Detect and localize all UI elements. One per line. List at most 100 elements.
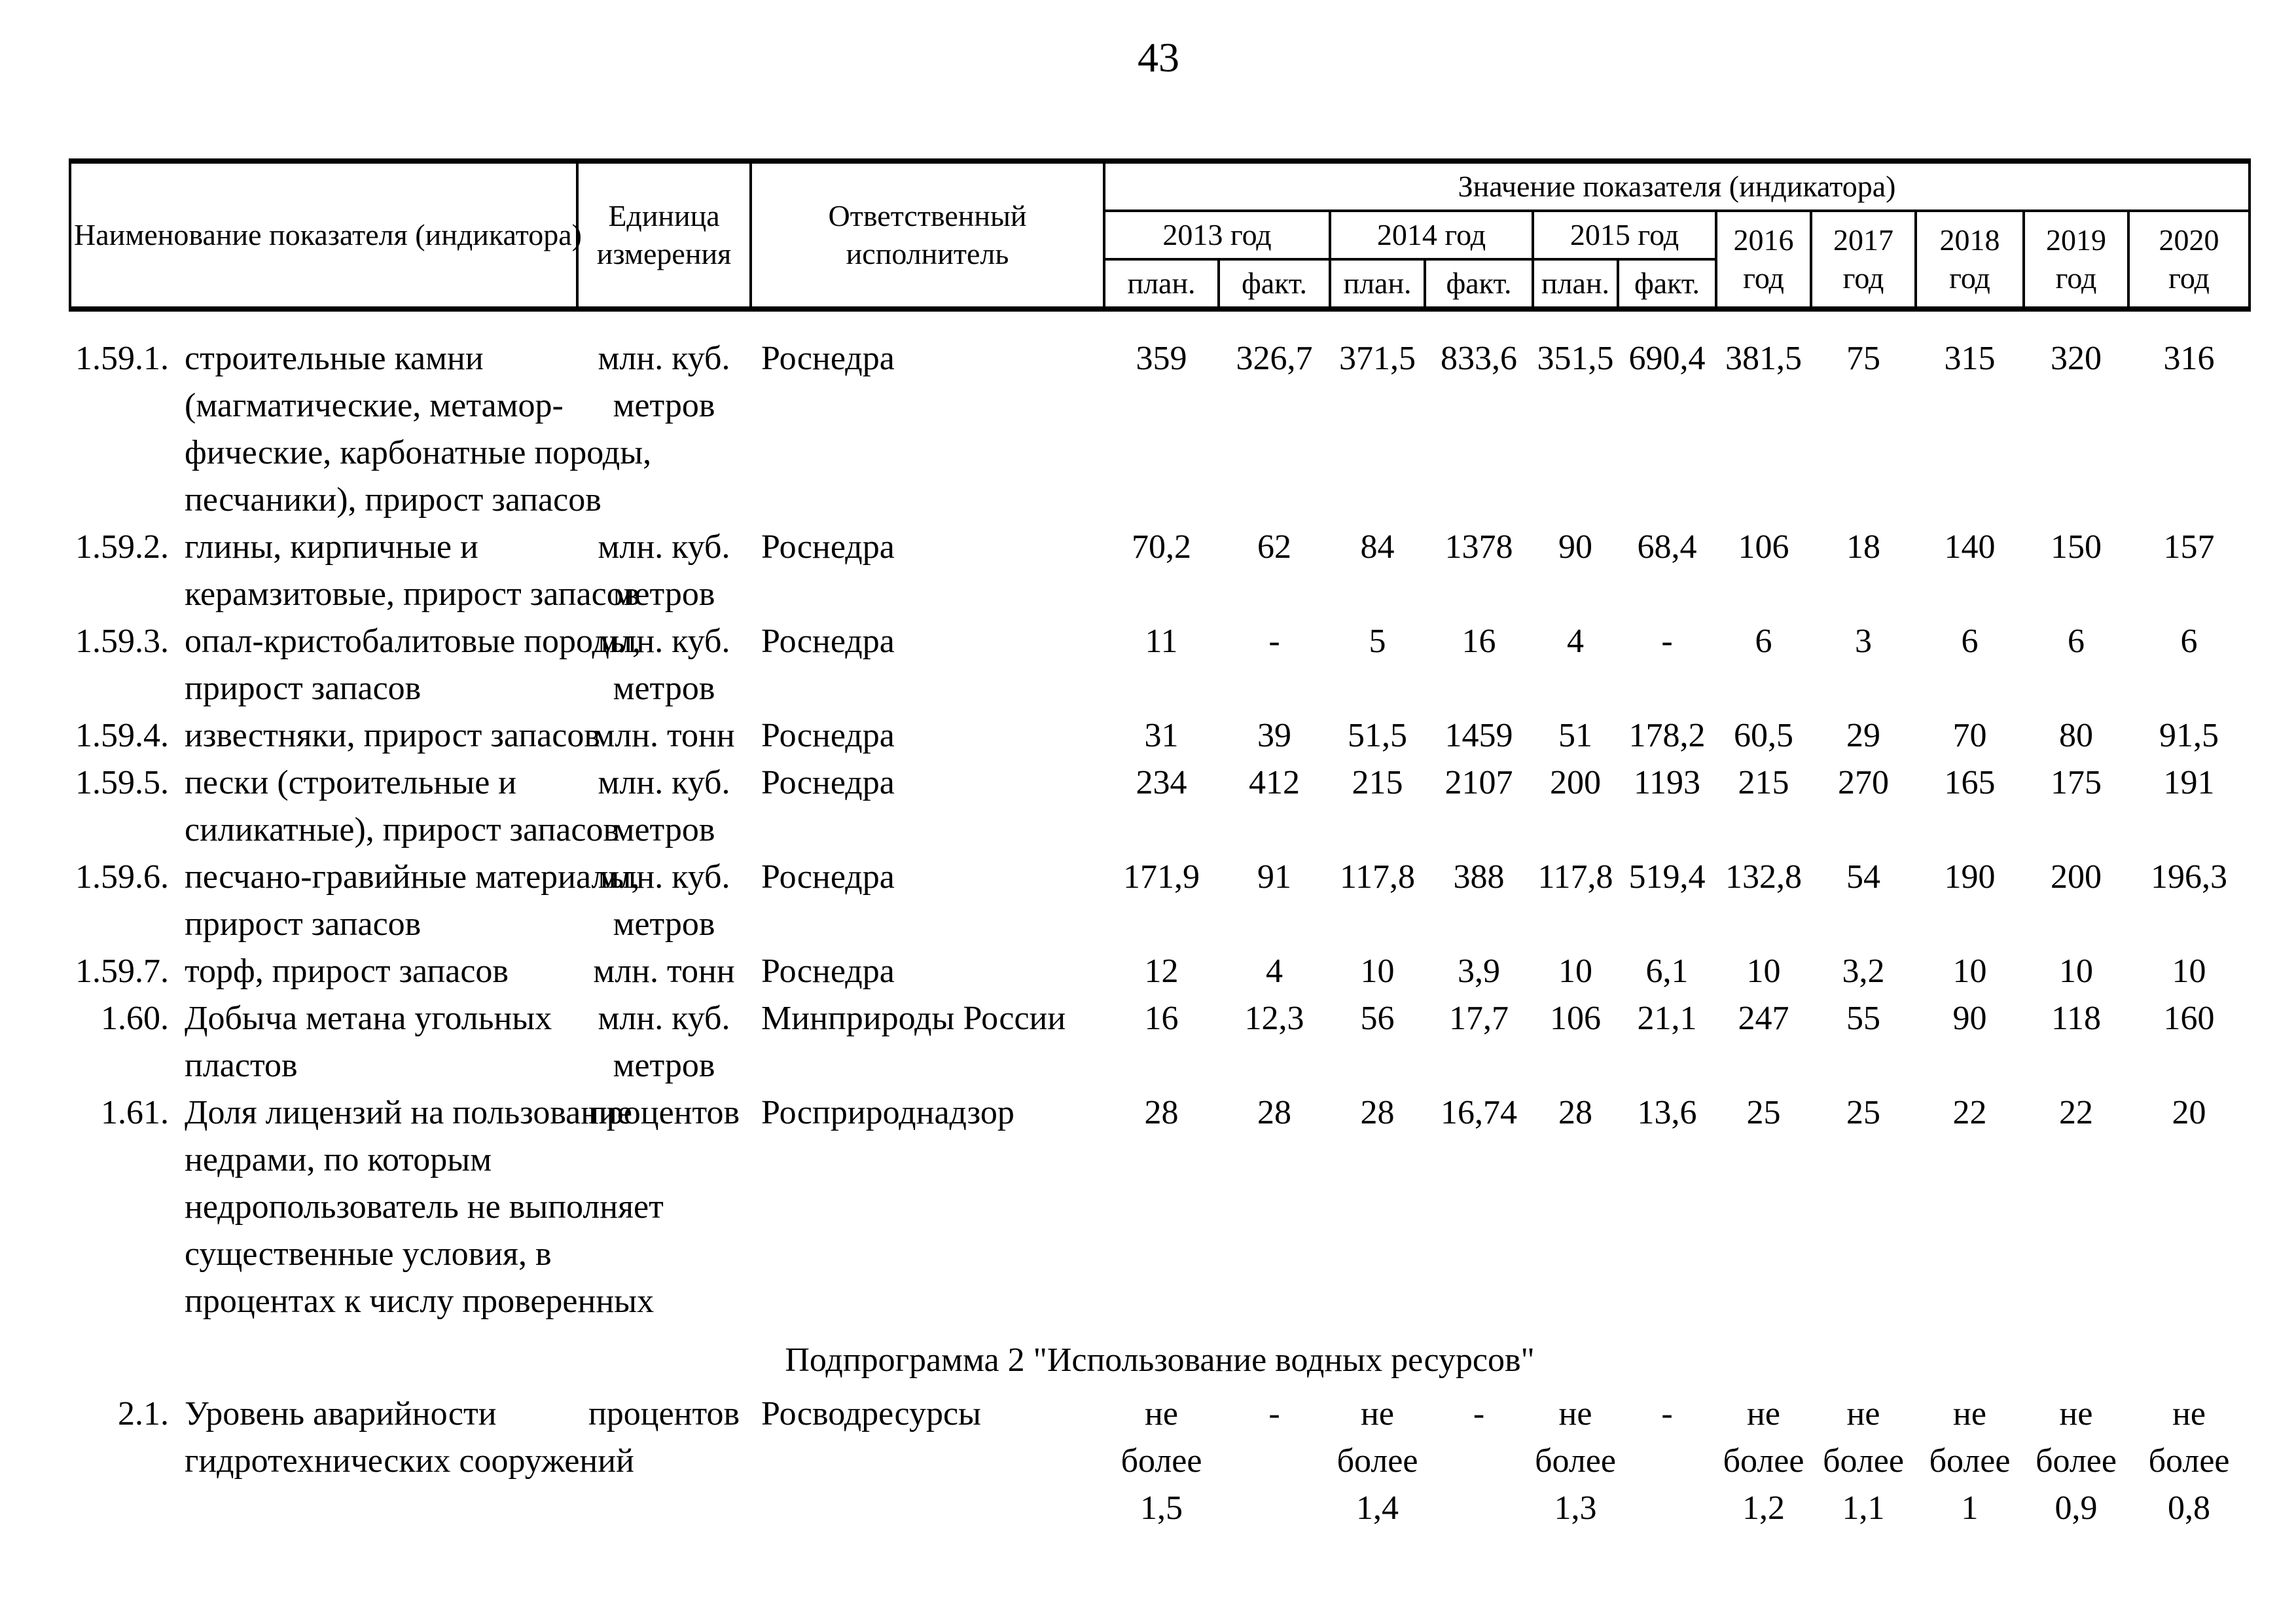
value-cell: 28 (1144, 1094, 1179, 1131)
value-cell: 351,5 (1537, 340, 1614, 377)
value-cell: 20 (2172, 1094, 2206, 1131)
table-row-1-59-4: 1.59.4. известняки, прирост запасов млн.… (70, 712, 2250, 759)
value-cell: 28 (1558, 1094, 1593, 1131)
value-cell: 10 (1952, 953, 1987, 990)
unit-cell: млн. тонн (593, 717, 735, 754)
plan-header-2014: план. (1329, 258, 1427, 312)
value-cell: 16 (1462, 623, 1496, 660)
indicator-name: опал-кристобалитовые породы, прирост зап… (185, 623, 641, 707)
indicator-name: Добыча метана угольных пластов (185, 1000, 552, 1084)
column-header-values-group: Значение показателя (индикатора) (1103, 158, 2251, 212)
value-cell: не более 1,5 (1121, 1395, 1202, 1527)
value-cell: 10 (2059, 953, 2094, 990)
fact-header-2015: факт. (1617, 258, 1718, 312)
unit-cell: млн. куб. метров (598, 764, 730, 848)
value-cell: не более 0,8 (2148, 1395, 2230, 1527)
plan-header-2015: план. (1532, 258, 1620, 312)
value-cell: 51,5 (1348, 717, 1408, 754)
column-header-executor: Ответственный исполнитель (749, 158, 1106, 312)
section-header: Подпрограмма 2 "Использование водных рес… (785, 1341, 1535, 1379)
year-header-2019: 2019 год (2022, 210, 2130, 312)
value-cell: 54 (1846, 858, 1881, 896)
indicator-name: пески (строительные и силикатные), приро… (185, 764, 620, 848)
row-number: 2.1. (118, 1395, 169, 1432)
column-header-unit: Единица измерения (576, 158, 753, 312)
value-cell: 106 (1738, 528, 1789, 566)
unit-cell: млн. куб. метров (598, 1000, 730, 1084)
value-cell: не более 0,9 (2036, 1395, 2117, 1527)
value-cell: 18 (1846, 528, 1881, 566)
year-header-2020: 2020 год (2127, 210, 2251, 312)
table-row-1-59-3: 1.59.3. опал-кристобалитовые породы, при… (70, 618, 2250, 712)
row-number: 1.59.6. (75, 858, 169, 896)
value-cell: 51 (1558, 717, 1593, 754)
indicator-name: Доля лицензий на пользование недрами, по… (185, 1094, 664, 1320)
table-row-1-59-5: 1.59.5. пески (строительные и силикатные… (70, 759, 2250, 854)
value-cell: 22 (2059, 1094, 2094, 1131)
value-cell: 16,74 (1441, 1094, 1518, 1131)
value-cell: 215 (1352, 764, 1403, 801)
value-cell: 117,8 (1339, 858, 1416, 896)
column-header-indicator-name: Наименование показателя (индикатора) (68, 158, 582, 312)
table-row-1-59-2: 1.59.2. глины, кирпичные и керамзитовые,… (70, 524, 2250, 618)
value-cell: 519,4 (1628, 858, 1706, 896)
value-cell: не более 1,1 (1823, 1395, 1904, 1527)
value-cell: 106 (1550, 1000, 1602, 1037)
value-cell: 196,3 (2151, 858, 2228, 896)
value-cell: 140 (1944, 528, 1996, 566)
value-cell: не более 1,4 (1336, 1395, 1418, 1527)
executor-cell: Росприроднадзор (761, 1094, 1014, 1131)
value-cell: 1378 (1444, 528, 1513, 566)
value-cell: 1193 (1633, 764, 1701, 801)
value-cell: 690,4 (1628, 340, 1706, 377)
value-cell: не более 1,2 (1723, 1395, 1804, 1527)
indicator-name: торф, прирост запасов (185, 953, 509, 990)
value-cell: 75 (1846, 340, 1881, 377)
table-row-1-59-1: 1.59.1. строительные камни (магматически… (70, 309, 2250, 524)
value-cell: 165 (1944, 764, 1996, 801)
value-cell: 55 (1846, 1000, 1881, 1037)
value-cell: - (1661, 623, 1673, 660)
row-number: 1.59.3. (75, 623, 169, 660)
row-number: 1.59.1. (75, 340, 169, 377)
value-cell: 5 (1369, 623, 1386, 660)
value-cell: 17,7 (1449, 1000, 1509, 1037)
value-cell: 22 (1952, 1094, 1987, 1131)
value-cell: 150 (2051, 528, 2102, 566)
unit-cell: млн. куб. метров (598, 340, 730, 424)
header-row-1: Наименование показателя (индикатора) Еди… (68, 158, 2251, 312)
value-cell: 412 (1249, 764, 1300, 801)
value-cell: 191 (2163, 764, 2215, 801)
value-cell: 326,7 (1236, 340, 1313, 377)
value-cell: 175 (2051, 764, 2102, 801)
unit-cell: млн. тонн (593, 953, 735, 990)
value-cell: 118 (2051, 1000, 2102, 1037)
header-row-2: 2013 год 2014 год 2015 год 2016 год 2017… (70, 210, 2251, 312)
value-cell: 171,9 (1123, 858, 1200, 896)
value-cell: 320 (2051, 340, 2102, 377)
value-cell: 60,5 (1734, 717, 1794, 754)
value-cell: 90 (1558, 528, 1593, 566)
value-cell: 12 (1144, 953, 1179, 990)
value-cell: 190 (1944, 858, 1996, 896)
year-header-2015: 2015 год (1532, 210, 1718, 261)
row-number: 1.61. (101, 1094, 169, 1131)
value-cell: 3,2 (1842, 953, 1885, 990)
value-cell: 381,5 (1725, 340, 1803, 377)
table-row-1-59-7: 1.59.7. торф, прирост запасов млн. тонн … (70, 948, 2250, 995)
value-cell: 62 (1257, 528, 1292, 566)
year-header-2016: 2016 год (1715, 210, 1813, 312)
value-cell: 6 (1961, 623, 1979, 660)
table-header: Наименование показателя (индикатора) Еди… (68, 158, 2251, 312)
value-cell: 91 (1257, 858, 1292, 896)
value-cell: 4 (1266, 953, 1283, 990)
value-cell: 178,2 (1628, 717, 1706, 754)
value-cell: 160 (2163, 1000, 2215, 1037)
value-cell: 84 (1360, 528, 1395, 566)
row-number: 1.59.7. (75, 953, 169, 990)
value-cell: 371,5 (1339, 340, 1416, 377)
value-cell: 10 (1360, 953, 1395, 990)
executor-cell: Росводресурсы (761, 1395, 981, 1432)
year-header-2018: 2018 год (1914, 210, 2026, 312)
table-body: 1.59.1. строительные камни (магматически… (70, 309, 2250, 1532)
